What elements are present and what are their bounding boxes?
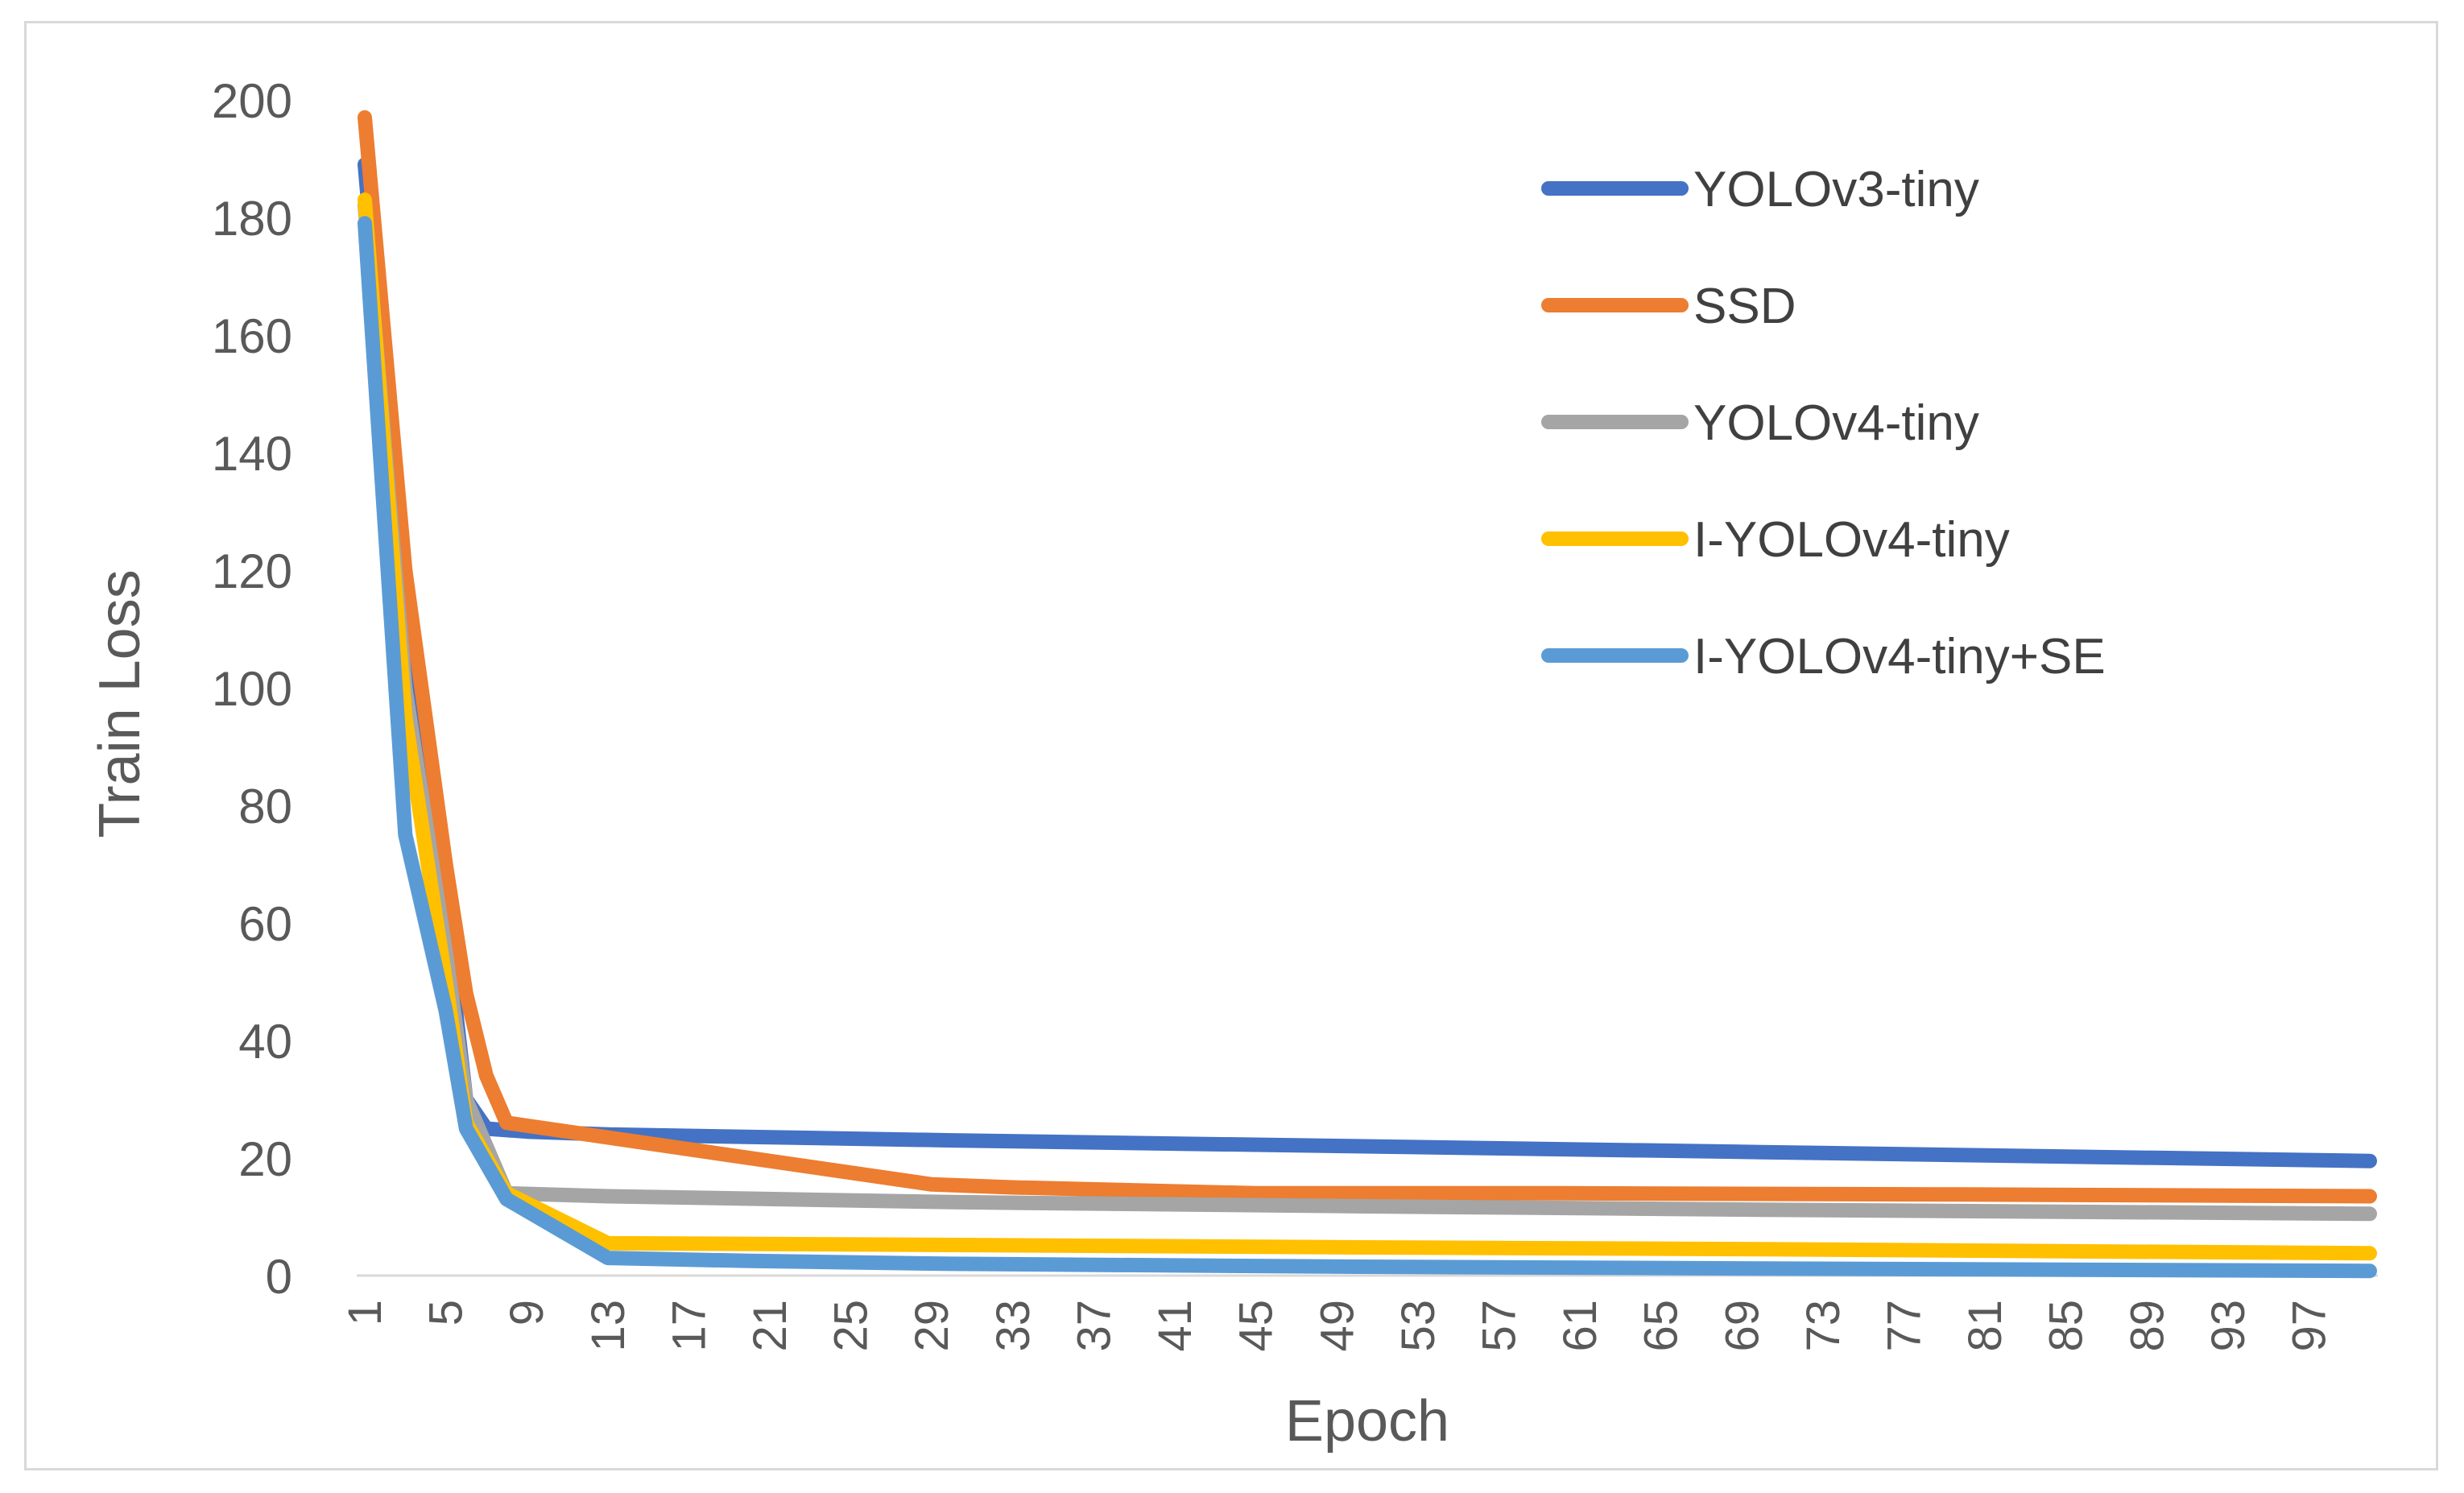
series-line-2 bbox=[358, 110, 2377, 1204]
x-tick-label: 29 bbox=[906, 1300, 958, 1352]
axis-layer: 0 20 40 60 80 100 120 140 160 180 200 1 5 9 13 17 21 25 29… bbox=[212, 74, 2378, 1352]
legend-label: YOLOv3-tiny bbox=[1693, 162, 1979, 217]
legend-label: SSD bbox=[1693, 279, 1796, 334]
x-tick-label: 13 bbox=[582, 1300, 635, 1352]
legend-label: I-YOLOv4-tiny+SE bbox=[1693, 629, 2106, 684]
legend-label: YOLOv4-tiny bbox=[1693, 395, 1979, 451]
series-line-3 bbox=[358, 198, 2377, 1222]
x-tick-label: 1 bbox=[339, 1300, 391, 1326]
legend-layer: YOLOv3-tiny SSD YOLOv4-tiny I-YOLOv4-tiny I-… bbox=[1541, 162, 2106, 684]
y-tick-label: 160 bbox=[212, 309, 292, 363]
series-layer bbox=[358, 110, 2377, 1279]
x-tick-label: 81 bbox=[1959, 1300, 2011, 1352]
chart-frame: 0 20 40 60 80 100 120 140 160 180 200 1 5 9 13 17 21 25 29… bbox=[24, 21, 2438, 1470]
y-tick-label: 100 bbox=[212, 662, 292, 716]
x-tick-label: 65 bbox=[1635, 1300, 1688, 1352]
y-tick-label: 0 bbox=[266, 1250, 292, 1304]
x-tick-label: 9 bbox=[501, 1300, 553, 1326]
x-tick-label: 89 bbox=[2121, 1300, 2173, 1352]
x-tick-label: 97 bbox=[2284, 1300, 2336, 1352]
x-tick-label: 45 bbox=[1230, 1300, 1283, 1352]
series-line-4 bbox=[358, 192, 2377, 1261]
series-line-5 bbox=[358, 216, 2377, 1279]
x-tick-label: 61 bbox=[1554, 1300, 1606, 1352]
line-chart: 0 20 40 60 80 100 120 140 160 180 200 1 5 9 13 17 21 25 29… bbox=[88, 74, 2378, 1454]
x-tick-label: 85 bbox=[2040, 1300, 2093, 1352]
x-axis-title: Epoch bbox=[1285, 1389, 1449, 1454]
y-tick-label: 120 bbox=[212, 544, 292, 598]
legend-label: I-YOLOv4-tiny bbox=[1693, 512, 2010, 568]
x-tick-label: 41 bbox=[1149, 1300, 1201, 1352]
x-tick-label: 33 bbox=[987, 1300, 1040, 1352]
x-tick-label: 77 bbox=[1879, 1300, 1931, 1352]
y-tick-label: 60 bbox=[238, 897, 292, 951]
y-tick-label: 20 bbox=[238, 1132, 292, 1186]
x-tick-label: 73 bbox=[1797, 1300, 1850, 1352]
y-axis-title: Train Loss bbox=[88, 569, 152, 837]
x-tick-label: 49 bbox=[1311, 1300, 1363, 1352]
x-tick-label: 21 bbox=[744, 1300, 796, 1352]
y-tick-label: 140 bbox=[212, 427, 292, 481]
x-tick-label: 69 bbox=[1716, 1300, 1768, 1352]
x-tick-label: 17 bbox=[663, 1300, 715, 1352]
x-tick-label: 25 bbox=[825, 1300, 878, 1352]
x-tick-label: 37 bbox=[1068, 1300, 1120, 1352]
x-tick-label: 93 bbox=[2202, 1300, 2255, 1352]
y-tick-label: 180 bbox=[212, 192, 292, 246]
x-tick-label: 53 bbox=[1392, 1300, 1445, 1352]
x-tick-label: 5 bbox=[420, 1300, 473, 1326]
y-tick-label: 80 bbox=[238, 780, 292, 833]
y-tick-label: 200 bbox=[212, 74, 292, 128]
x-tick-label: 57 bbox=[1473, 1300, 1525, 1352]
y-tick-label: 40 bbox=[238, 1015, 292, 1069]
